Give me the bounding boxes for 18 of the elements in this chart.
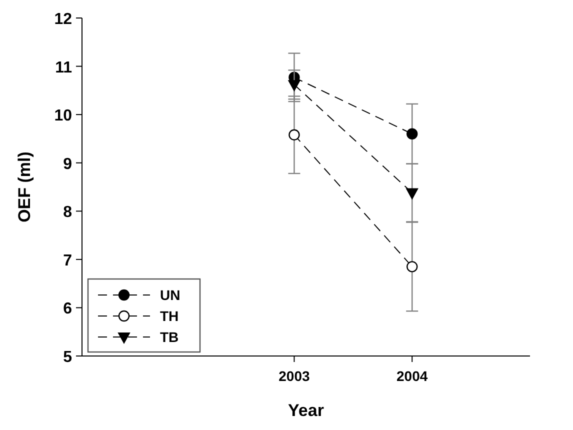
y-tick-label: 9 [63,156,72,173]
y-axis-title: OEF (ml) [15,152,34,222]
legend-label: TH [160,308,179,324]
x-axis-title: Year [288,401,324,420]
point [406,128,418,140]
x-tick-label: 2004 [396,368,428,384]
point [288,129,300,140]
y-tick-label: 10 [54,108,72,125]
y-tick-label: 12 [54,11,72,28]
legend-label: UN [160,287,180,303]
point [406,261,418,272]
x-tick-label: 2003 [278,368,310,384]
legend-label: TB [160,329,179,345]
y-tick-label: 6 [63,300,72,318]
y-tick-label: 11 [55,59,72,76]
y-tick-label: 8 [63,204,72,222]
y-tick-label: 5 [63,349,72,366]
y-tick-label: 7 [63,252,72,270]
